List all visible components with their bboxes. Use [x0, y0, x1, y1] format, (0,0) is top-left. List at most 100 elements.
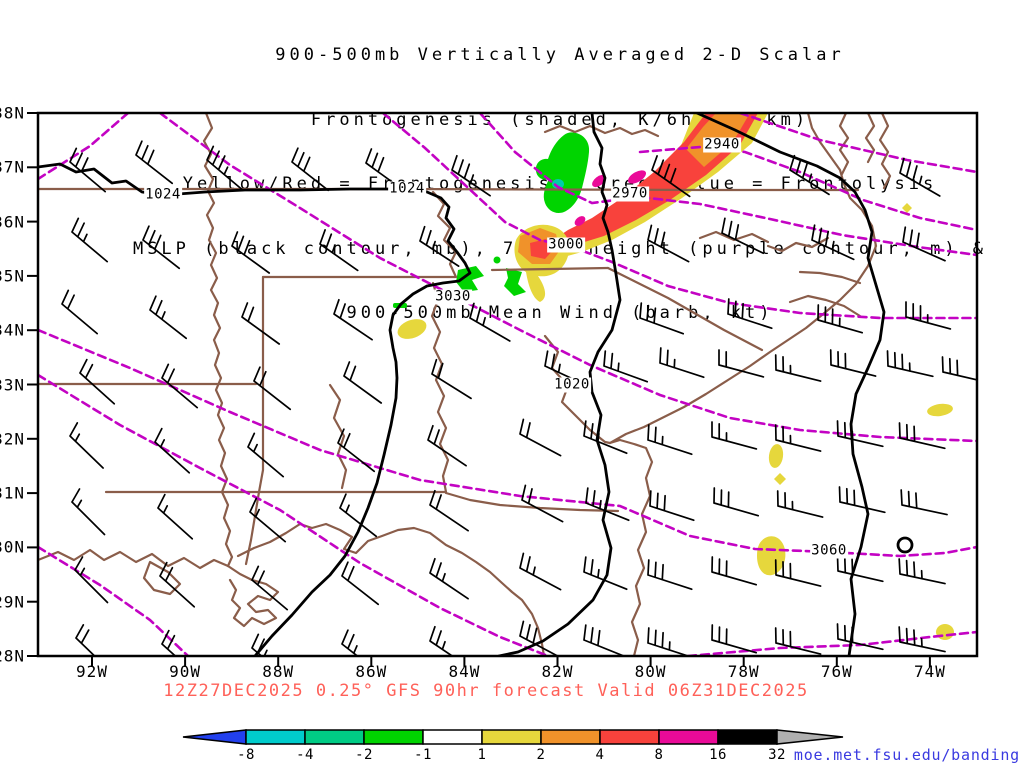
- lat-label: 37N: [0, 157, 25, 177]
- lon-label: 74W: [913, 662, 946, 681]
- lon-label: 92W: [76, 662, 108, 681]
- wind-barb: [75, 624, 96, 656]
- wind-barb: [157, 493, 194, 540]
- louisiana-marsh: [142, 560, 182, 596]
- wind-barb: [231, 231, 271, 274]
- height-contour: [738, 113, 977, 174]
- river-squiggle: [766, 236, 830, 253]
- colorbar-tick-label: 16: [709, 747, 727, 763]
- wind-barb: [341, 561, 380, 606]
- wind-barb: [69, 147, 107, 193]
- title-line-5: 900-500mb Mean Wind (barb, kt): [346, 303, 774, 323]
- pamlico-sound: [788, 294, 862, 318]
- lat-label: 31N: [0, 483, 25, 503]
- height-contour-2970: [478, 113, 977, 257]
- frontolysis-green-patch: [504, 268, 526, 296]
- wind-barb: [905, 301, 952, 330]
- wind-barb: [419, 225, 460, 267]
- colorbar-tick-label: -1: [414, 747, 432, 763]
- gulf-coastline: [236, 522, 546, 656]
- lat-label: 38N: [0, 103, 25, 123]
- wind-barb: [519, 418, 562, 457]
- wind-barb: [647, 627, 691, 656]
- colorbar: [182, 729, 844, 745]
- wind-barb: [159, 561, 196, 608]
- chesapeake-bay: [838, 113, 850, 176]
- lon-label: 76W: [820, 662, 853, 681]
- frontolysis-green-dot: [493, 256, 501, 264]
- yellow-patch: [757, 536, 786, 576]
- state-border: [606, 266, 764, 352]
- yellow-patch: [936, 624, 954, 640]
- river-squiggle: [698, 230, 770, 244]
- frontolysis-green-patch: [535, 132, 590, 213]
- wind-barb: [836, 623, 884, 651]
- contour-label-1024: 1024: [388, 180, 426, 197]
- wind-barb: [898, 626, 946, 653]
- lon-label: 84W: [448, 662, 481, 681]
- frontolysis-green-patch: [456, 266, 484, 292]
- wind-barb: [817, 304, 864, 334]
- mslp-contour-1020: [497, 113, 622, 656]
- lat-label: 35N: [0, 266, 25, 286]
- wind-barb: [649, 490, 695, 522]
- wind-barb: [647, 559, 693, 591]
- wind-barb: [142, 225, 181, 270]
- mslp-closed-contour: [896, 536, 914, 554]
- contour-label-3060: 3060: [810, 542, 848, 559]
- wind-barb: [61, 289, 99, 335]
- wind-barb: [427, 424, 467, 467]
- colorbar-segment: [481, 729, 542, 745]
- wind-barb: [774, 424, 822, 452]
- river-squiggle: [543, 124, 660, 138]
- colorbar-tick-label: 4: [595, 747, 605, 763]
- colorbar-tick-label: 8: [654, 747, 664, 763]
- wind-barb: [727, 298, 773, 330]
- height-contour: [686, 630, 977, 656]
- colorbar-tick-label: -4: [296, 747, 314, 763]
- wind-barb: [659, 347, 705, 379]
- wind-barb: [583, 556, 628, 591]
- wind-barb: [343, 361, 383, 404]
- frontolysis-teal-core: [552, 179, 564, 189]
- lon-label: 78W: [727, 662, 760, 681]
- wind-barb: [247, 432, 285, 478]
- wind-barb: [898, 558, 946, 585]
- savannah-river: [543, 334, 612, 445]
- colorbar-segment: [599, 729, 660, 745]
- wind-barb: [135, 140, 174, 185]
- wind-barb: [583, 420, 628, 455]
- colorbar-segment: [304, 729, 365, 745]
- axis-ticks: [27, 112, 931, 667]
- wind-barb: [251, 633, 268, 656]
- mississippi-delta: [226, 564, 280, 628]
- wind-barb: [451, 154, 491, 197]
- colorbar-tick-label: -8: [237, 747, 255, 763]
- colorbar-segment: [245, 729, 306, 745]
- wind-barb: [333, 298, 373, 341]
- frontogenesis-magenta-max: [627, 170, 647, 184]
- wind-barb: [838, 486, 886, 514]
- colorbar-segment: [717, 729, 778, 745]
- contour-label-3030: 3030: [434, 288, 472, 305]
- height-contour: [38, 113, 130, 181]
- state-border: [444, 491, 620, 513]
- lat-label: 34N: [0, 320, 25, 340]
- wind-barb: [74, 556, 109, 604]
- lon-label: 80W: [634, 662, 667, 681]
- contour-label-2970: 2970: [611, 185, 649, 202]
- height-contour: [38, 373, 550, 656]
- colorbar-segment: [540, 729, 601, 745]
- wind-barb: [149, 295, 188, 340]
- wind-barb-layer: [61, 140, 977, 656]
- wind-barb: [647, 424, 693, 456]
- colorbar-tick-label: -2: [355, 747, 373, 763]
- wind-barb: [774, 627, 822, 655]
- wind-barb: [469, 302, 511, 342]
- frontogenesis-magenta-max: [592, 174, 606, 188]
- yellow-patch: [927, 403, 953, 417]
- wind-barb: [429, 557, 469, 600]
- site-url-link[interactable]: moe.met.fsu.edu/banding: [793, 746, 1020, 764]
- wind-barb: [519, 552, 562, 591]
- chesapeake-bay: [864, 113, 876, 164]
